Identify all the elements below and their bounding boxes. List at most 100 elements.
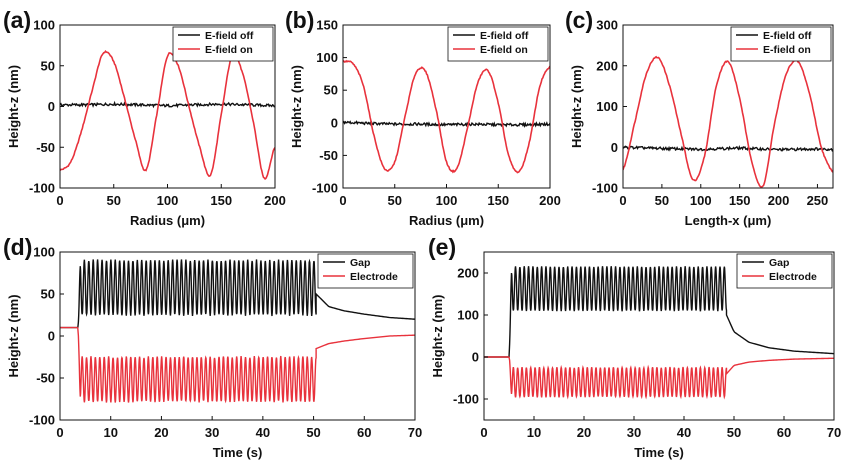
y-axis-title: Height-z (nm) <box>6 294 21 377</box>
legend-entry: E-field off <box>763 30 812 42</box>
series-line <box>484 266 834 358</box>
y-tick-label: 0 <box>472 350 479 365</box>
y-tick-label: 300 <box>596 18 618 33</box>
legend-entry: E-field on <box>205 44 253 56</box>
x-tick-label: 40 <box>256 425 270 440</box>
x-tick-label: 50 <box>655 193 669 208</box>
y-tick-label: 100 <box>33 18 55 33</box>
legend-box <box>172 26 274 62</box>
x-axis-title: Radius (μm) <box>409 213 484 228</box>
x-tick-label: 50 <box>388 193 402 208</box>
y-tick-label: 50 <box>324 83 338 98</box>
plot-area <box>343 59 550 174</box>
axes-frame <box>483 251 835 421</box>
x-tick-label: 0 <box>56 193 63 208</box>
legend: Gap Electrode <box>736 253 833 289</box>
y-tick-label: 100 <box>33 245 55 260</box>
x-axis-title: Time (s) <box>213 445 263 460</box>
x-axis-title: Length-x (μm) <box>685 213 772 228</box>
chart-panel: (a) 0 50 100 150 200 -100 -50 0 50 100 Radius (μm) H… <box>3 7 286 228</box>
series-line <box>60 326 415 404</box>
x-tick-label: 20 <box>154 425 168 440</box>
y-tick-label: 0 <box>48 99 55 114</box>
plot-area <box>484 266 834 400</box>
x-tick-label: 60 <box>357 425 371 440</box>
y-axis-title: Height-z (nm) <box>430 294 445 377</box>
series-line <box>60 49 275 181</box>
legend-box <box>736 253 833 289</box>
legend-box <box>730 26 832 62</box>
y-tick-label: 50 <box>41 58 55 73</box>
x-tick-label: 40 <box>677 425 691 440</box>
series-line <box>343 59 550 174</box>
y-tick-label: 100 <box>596 99 618 114</box>
chart-panel: (e) 0 10 20 30 40 50 60 70 -100 0 100 200 Time (s) Hei… <box>428 234 841 460</box>
x-tick-label: 60 <box>777 425 791 440</box>
panel-label: (c) <box>565 7 593 33</box>
legend-entry: Electrode <box>769 271 817 283</box>
legend-entry: Electrode <box>350 271 398 283</box>
x-tick-label: 100 <box>690 193 712 208</box>
x-tick-label: 50 <box>107 193 121 208</box>
y-axis-title: Height-z (nm) <box>569 65 584 148</box>
y-tick-label: -50 <box>36 371 55 386</box>
plot-area <box>60 258 415 404</box>
x-tick-label: 150 <box>210 193 232 208</box>
legend: E-field off E-field on <box>172 26 274 62</box>
legend-entry: E-field off <box>480 30 529 42</box>
legend-entry: E-field on <box>480 44 528 56</box>
legend-box <box>317 253 414 289</box>
x-tick-label: 50 <box>727 425 741 440</box>
panel-label: (d) <box>3 234 32 260</box>
y-tick-label: 100 <box>457 308 479 323</box>
y-tick-label: 0 <box>611 140 618 155</box>
y-tick-label: 150 <box>316 18 338 33</box>
x-tick-label: 50 <box>306 425 320 440</box>
x-tick-label: 0 <box>480 425 487 440</box>
chart-panel: (d) 0 10 20 30 40 50 60 70 -100 -50 0 50 100 Time (s) H… <box>3 234 422 460</box>
legend-entry: Gap <box>350 257 370 269</box>
legend-entry: E-field off <box>205 30 254 42</box>
y-tick-label: -100 <box>312 181 338 196</box>
legend-box <box>447 26 549 62</box>
legend: Gap Electrode <box>317 253 414 289</box>
y-tick-label: -100 <box>453 392 479 407</box>
x-tick-label: 100 <box>157 193 179 208</box>
x-tick-label: 30 <box>205 425 219 440</box>
series-line <box>623 145 833 152</box>
x-tick-label: 70 <box>827 425 841 440</box>
x-tick-label: 30 <box>627 425 641 440</box>
legend: E-field off E-field on <box>730 26 832 62</box>
x-tick-label: 10 <box>527 425 541 440</box>
series-line <box>343 120 550 129</box>
legend-entry: E-field on <box>763 44 811 56</box>
y-axis-title: Height-z (nm) <box>6 65 21 148</box>
x-axis-title: Radius (μm) <box>130 213 205 228</box>
series-line <box>484 356 834 400</box>
series-line <box>623 55 833 188</box>
x-tick-label: 200 <box>539 193 561 208</box>
y-tick-label: -50 <box>319 148 338 163</box>
y-tick-label: -50 <box>36 140 55 155</box>
x-tick-label: 20 <box>577 425 591 440</box>
y-tick-label: -100 <box>29 181 55 196</box>
x-tick-label: 100 <box>436 193 458 208</box>
plot-area <box>60 49 275 181</box>
y-tick-label: -100 <box>29 413 55 428</box>
legend: E-field off E-field on <box>447 26 549 62</box>
y-tick-label: 0 <box>331 115 338 130</box>
series-line <box>60 258 415 329</box>
x-tick-label: 150 <box>729 193 751 208</box>
y-axis-title: Height-z (nm) <box>289 65 304 148</box>
y-tick-label: 0 <box>48 329 55 344</box>
y-tick-label: 200 <box>457 266 479 281</box>
x-tick-label: 10 <box>103 425 117 440</box>
x-tick-label: 150 <box>487 193 509 208</box>
y-tick-label: 200 <box>596 58 618 73</box>
panel-label: (a) <box>3 7 31 33</box>
x-tick-label: 0 <box>619 193 626 208</box>
x-tick-label: 70 <box>408 425 422 440</box>
y-tick-label: -100 <box>592 181 618 196</box>
